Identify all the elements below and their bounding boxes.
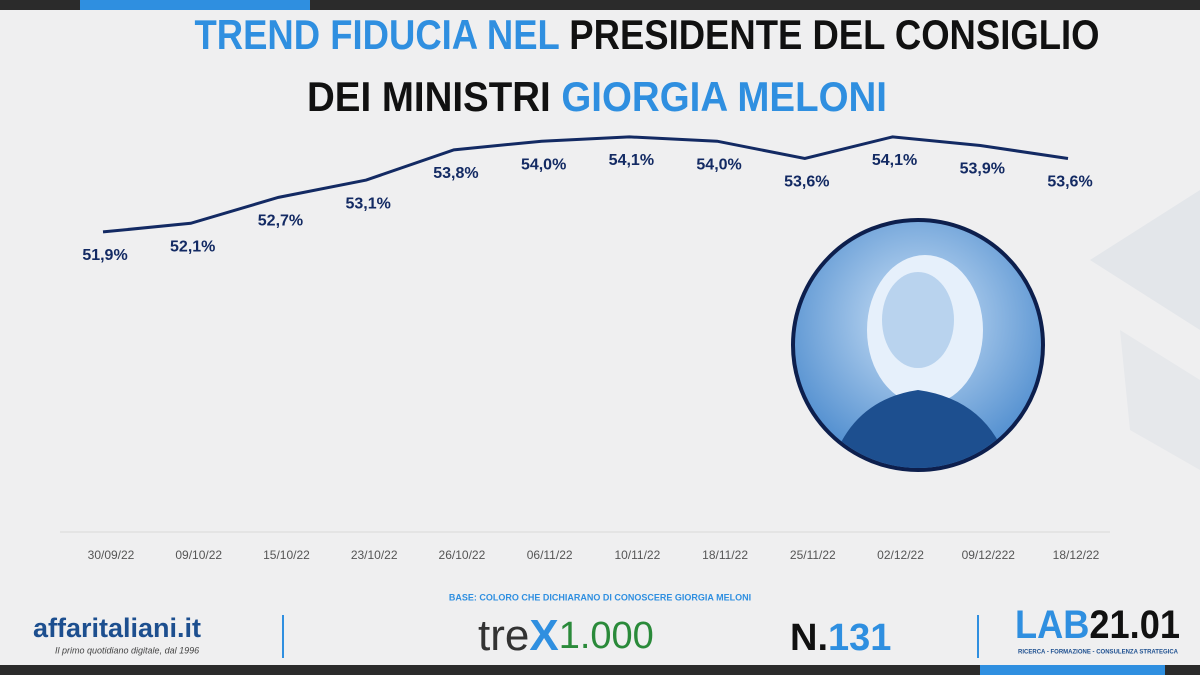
data-label: 52,7% — [258, 213, 303, 230]
data-label: 53,9% — [960, 161, 1005, 178]
data-label: 53,6% — [784, 174, 829, 191]
title-part: TREND FIDUCIA NEL — [195, 11, 560, 58]
data-label: 54,1% — [872, 152, 917, 169]
top-bar — [0, 0, 1200, 10]
x-tick-label: 02/12/22 — [877, 548, 924, 562]
data-label: 54,0% — [521, 156, 566, 173]
data-label: 51,9% — [82, 247, 127, 264]
lab-logo: LAB21.01 — [1015, 603, 1180, 647]
x-tick-label: 15/10/22 — [263, 548, 310, 562]
decoration — [1120, 330, 1200, 470]
top-bar-accent — [80, 0, 310, 10]
issue-part: N. — [790, 617, 828, 659]
tagline: Il primo quotidiano digitale, dal 1996 — [55, 645, 199, 655]
lab-part: 21.01 — [1089, 603, 1180, 647]
x-tick-label: 06/11/22 — [527, 548, 573, 562]
x-tick-label: 10/11/22 — [614, 548, 660, 562]
data-label: 54,0% — [696, 156, 741, 173]
issue-number: N.131 — [790, 617, 891, 659]
logo-part: X — [529, 611, 558, 660]
issue-part: 131 — [828, 617, 891, 659]
x-tick-label: 25/11/22 — [790, 548, 836, 562]
title-part: GIORGIA MELONI — [551, 73, 887, 120]
base-note: BASE: COLORO CHE DICHIARANO DI CONOSCERE… — [449, 592, 751, 602]
photo — [791, 218, 1045, 472]
x-tick-label: 18/12/22 — [1053, 548, 1100, 562]
logo-part: tre — [478, 611, 529, 660]
bottom-bar — [0, 665, 1200, 675]
x-tick-label: 09/10/22 — [175, 548, 222, 562]
chart-title: TREND FIDUCIA NEL PRESIDENTE DEL CONSIGL… — [195, 11, 1100, 58]
x-tick-label: 26/10/22 — [439, 548, 486, 562]
data-label: 53,6% — [1047, 174, 1092, 191]
data-label: 52,1% — [170, 238, 215, 255]
x-tick-label: 30/09/22 — [88, 548, 135, 562]
data-label: 54,1% — [609, 152, 654, 169]
brand: affaritaliani.it — [33, 613, 201, 643]
lab-subtitle: RICERCA - FORMAZIONE - CONSULENZA STRATE… — [1018, 650, 1179, 656]
bottom-bar-accent — [980, 665, 1165, 675]
x-tick-label: 23/10/22 — [351, 548, 398, 562]
lab-part: LAB — [1015, 603, 1089, 647]
chart-title: DEI MINISTRI GIORGIA MELONI — [307, 73, 887, 120]
x-tick-label: 18/11/22 — [702, 548, 748, 562]
title-part: DEI MINISTRI — [307, 73, 551, 120]
trend-line — [102, 135, 1069, 234]
logo: treX1.000 — [478, 611, 654, 660]
title-part: PRESIDENTE DEL CONSIGLIO — [559, 11, 1099, 58]
data-label: 53,1% — [345, 195, 390, 212]
data-label: 53,8% — [433, 165, 478, 182]
decoration — [1090, 190, 1200, 330]
x-tick-label: 09/12/222 — [962, 548, 1016, 562]
logo-part: 1.000 — [559, 615, 654, 657]
